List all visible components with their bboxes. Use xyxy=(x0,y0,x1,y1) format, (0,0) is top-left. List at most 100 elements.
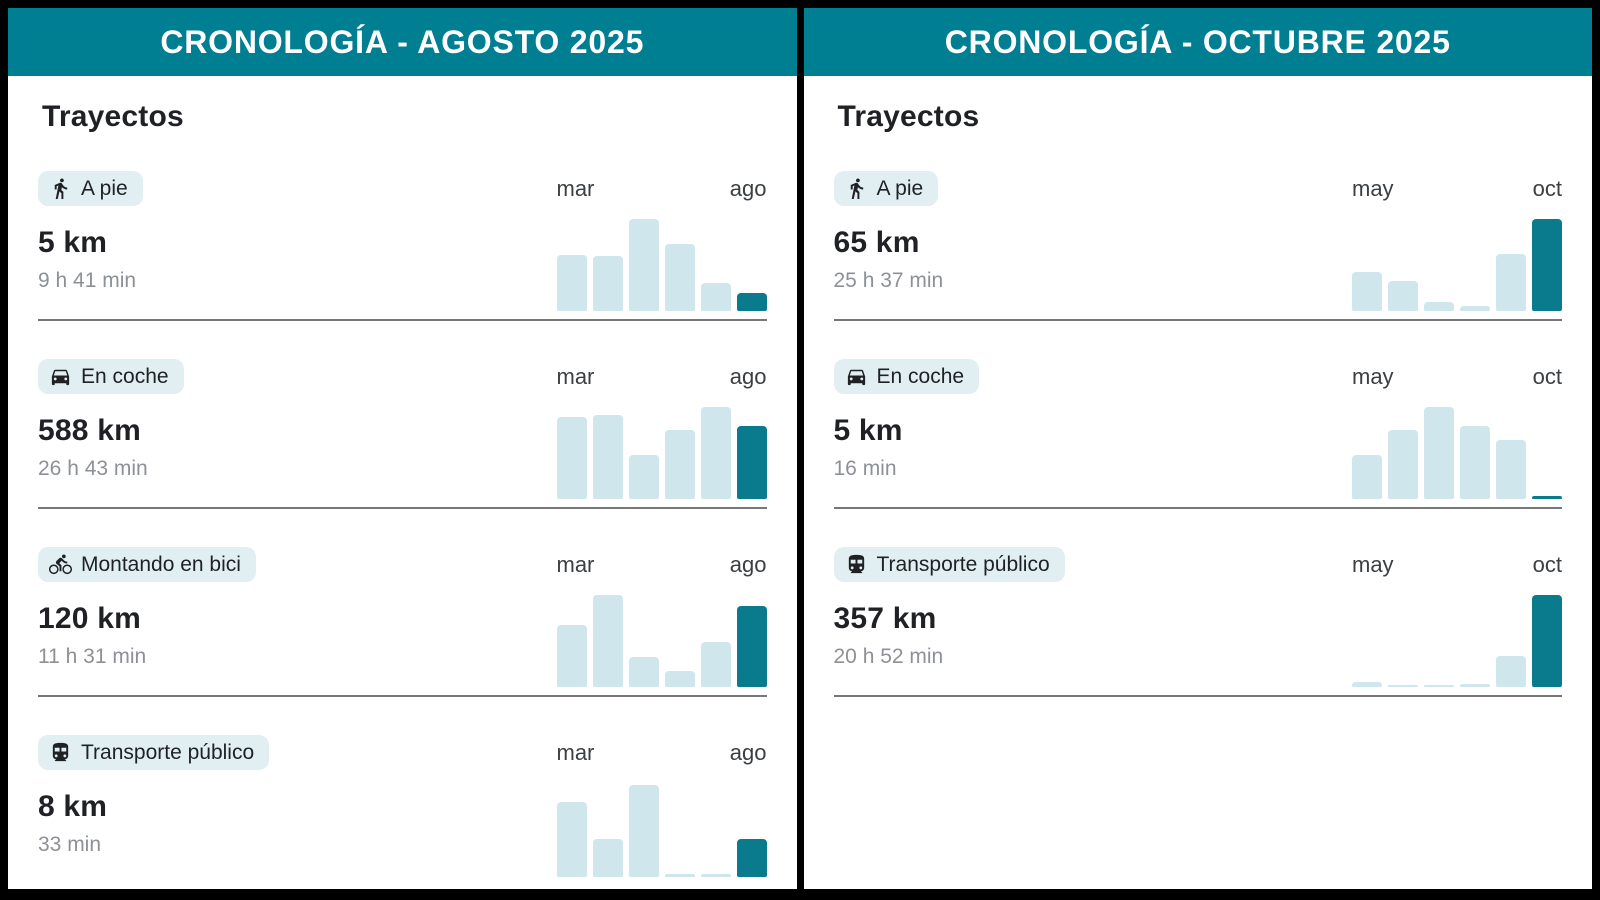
mode-label: A pie xyxy=(876,177,924,200)
distance-value: 357 km xyxy=(833,602,937,636)
axis-end-label: oct xyxy=(1532,363,1562,389)
trip-row: Montando en bici mar ago 120 km 11 h 31 … xyxy=(38,509,767,697)
chart-axis-labels: may oct xyxy=(1352,176,1562,202)
axis-start-label: may xyxy=(1352,363,1394,389)
chart-bar xyxy=(1388,280,1418,311)
section-title: Trayectos xyxy=(42,100,184,133)
chart-bar xyxy=(556,417,587,499)
trip-row: En coche may oct 5 km 16 min xyxy=(833,321,1562,509)
chart-bar xyxy=(664,874,695,877)
mode-badge: En coche xyxy=(833,359,980,395)
mode-label: En coche xyxy=(876,365,965,388)
axis-end-label: ago xyxy=(729,363,767,389)
distance-value: 8 km xyxy=(38,790,108,824)
chart-bar xyxy=(592,595,623,687)
trip-row-top: Montando en bici mar ago xyxy=(38,547,767,583)
chart-bar xyxy=(628,219,659,311)
panel-body: Trayectos A pie may oct 65 km 25 h 37 mi… xyxy=(804,76,1593,889)
monthly-bar-chart xyxy=(556,785,767,885)
chart-bar xyxy=(592,839,623,877)
panels-board: CRONOLOGÍA - AGOSTO 2025 Trayectos A pie… xyxy=(8,8,1592,889)
trip-row-main: 5 km 9 h 41 min xyxy=(38,206,767,319)
chart-bar xyxy=(1460,306,1490,311)
duration-value: 25 h 37 min xyxy=(833,269,944,293)
chart-bar xyxy=(628,454,659,499)
mode-badge: Transporte público xyxy=(38,735,270,771)
chart-bar xyxy=(1388,430,1418,499)
chart-bar-current-month xyxy=(736,426,767,499)
chart-bar-current-month xyxy=(736,606,767,687)
chart-axis-labels: mar ago xyxy=(557,740,767,766)
axis-start-label: may xyxy=(1352,551,1394,577)
axis-end-label: ago xyxy=(729,551,767,577)
mode-label: En coche xyxy=(81,365,169,388)
trip-row-top: En coche may oct xyxy=(833,359,1562,395)
distance-value: 120 km xyxy=(38,602,141,636)
distance-value: 5 km xyxy=(38,226,108,260)
axis-start-label: mar xyxy=(556,363,595,389)
chart-bar xyxy=(700,407,731,499)
chart-bar xyxy=(1496,440,1526,499)
duration-value: 11 h 31 min xyxy=(38,645,147,669)
distance-value: 65 km xyxy=(833,226,920,260)
mode-badge: A pie xyxy=(38,171,143,207)
trip-row-main: 5 km 16 min xyxy=(833,394,1562,507)
trip-stats: 357 km 20 h 52 min xyxy=(834,582,944,669)
chart-bar-current-month xyxy=(1532,595,1562,687)
chart-bar xyxy=(1352,272,1382,311)
duration-value: 26 h 43 min xyxy=(38,457,148,481)
trip-row-main: 120 km 11 h 31 min xyxy=(38,582,767,695)
trip-row-main: 588 km 26 h 43 min xyxy=(38,394,767,507)
axis-end-label: ago xyxy=(729,739,767,765)
mode-badge: En coche xyxy=(38,359,184,395)
mode-badge: A pie xyxy=(833,171,939,207)
section-title: Trayectos xyxy=(837,100,980,133)
mode-label: Transporte público xyxy=(876,553,1050,576)
chart-bar xyxy=(700,874,731,877)
distance-value: 588 km xyxy=(38,414,141,448)
trip-row-main: 8 km 33 min xyxy=(38,770,767,885)
chart-bar xyxy=(556,625,587,687)
trip-row-top: Transporte público may oct xyxy=(833,547,1562,583)
chart-axis-labels: may oct xyxy=(1352,364,1562,390)
trip-stats: 65 km 25 h 37 min xyxy=(834,206,944,293)
panel-header: CRONOLOGÍA - OCTUBRE 2025 xyxy=(803,8,1592,76)
chart-bar-current-month xyxy=(736,292,767,311)
train-icon xyxy=(845,553,868,576)
chart-axis-labels: mar ago xyxy=(557,364,767,390)
monthly-bar-chart xyxy=(1352,219,1562,319)
mode-label: Montando en bici xyxy=(81,553,241,576)
axis-end-label: ago xyxy=(729,175,767,201)
car-icon xyxy=(845,365,868,388)
trip-row-top: A pie mar ago xyxy=(38,171,767,207)
timeline-panel: CRONOLOGÍA - AGOSTO 2025 Trayectos A pie… xyxy=(8,8,797,889)
chart-bar-current-month xyxy=(1532,219,1562,311)
chart-bar xyxy=(628,785,659,877)
chart-bar xyxy=(556,802,587,877)
chart-bar xyxy=(628,656,659,687)
chart-bar-current-month xyxy=(1532,496,1562,499)
chart-bar xyxy=(700,641,731,687)
mode-label: Transporte público xyxy=(81,741,255,764)
monthly-bar-chart xyxy=(556,407,767,507)
chart-bar xyxy=(1424,685,1454,687)
bike-icon xyxy=(49,553,72,576)
trip-row-top: A pie may oct xyxy=(833,171,1562,207)
chart-bar xyxy=(664,243,695,311)
trip-stats: 8 km 33 min xyxy=(38,770,107,857)
timeline-panel: CRONOLOGÍA - OCTUBRE 2025 Trayectos A pi… xyxy=(803,8,1593,889)
duration-value: 20 h 52 min xyxy=(833,645,944,669)
trip-row-top: Transporte público mar ago xyxy=(38,735,767,771)
mode-badge: Montando en bici xyxy=(38,547,256,583)
panel-header: CRONOLOGÍA - AGOSTO 2025 xyxy=(8,8,797,76)
chart-bar xyxy=(592,255,623,311)
axis-start-label: mar xyxy=(556,551,595,577)
chart-bar xyxy=(1496,655,1526,687)
walk-icon xyxy=(845,177,868,200)
car-icon xyxy=(49,365,72,388)
distance-value: 5 km xyxy=(833,414,903,448)
chart-bar xyxy=(592,415,623,499)
panel-body: Trayectos A pie mar ago 5 km 9 h 41 min xyxy=(8,76,797,889)
monthly-bar-chart xyxy=(556,595,767,695)
chart-bar xyxy=(1388,685,1418,687)
